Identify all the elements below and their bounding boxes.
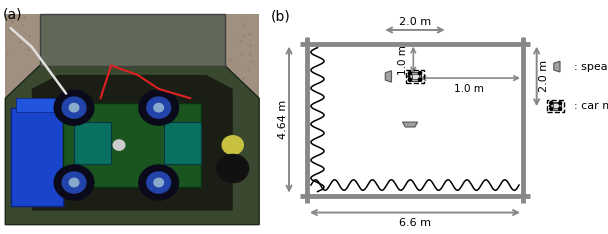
Circle shape bbox=[154, 178, 164, 187]
Circle shape bbox=[147, 172, 171, 193]
Circle shape bbox=[418, 78, 421, 81]
Circle shape bbox=[62, 172, 86, 193]
Text: 2.0 m: 2.0 m bbox=[399, 17, 431, 27]
Text: : car model: : car model bbox=[573, 101, 608, 111]
Circle shape bbox=[550, 102, 553, 104]
Polygon shape bbox=[554, 61, 560, 72]
Polygon shape bbox=[402, 122, 418, 127]
Circle shape bbox=[139, 165, 179, 200]
Bar bbox=[74, 122, 111, 164]
Circle shape bbox=[418, 72, 421, 75]
Bar bbox=[547, 100, 564, 112]
Bar bbox=[409, 72, 421, 80]
Bar bbox=[164, 122, 201, 164]
Circle shape bbox=[409, 72, 412, 75]
Circle shape bbox=[549, 105, 551, 107]
Bar bbox=[553, 103, 559, 108]
Bar bbox=[63, 103, 201, 187]
Text: 1.0 m: 1.0 m bbox=[398, 45, 408, 75]
Text: (b): (b) bbox=[271, 9, 291, 23]
Circle shape bbox=[69, 103, 79, 112]
Circle shape bbox=[147, 97, 171, 118]
Text: 2.0 m: 2.0 m bbox=[539, 60, 549, 92]
Circle shape bbox=[154, 103, 164, 112]
Text: : speaker: : speaker bbox=[573, 62, 608, 72]
Circle shape bbox=[54, 165, 94, 200]
Circle shape bbox=[559, 107, 562, 110]
Circle shape bbox=[62, 97, 86, 118]
Circle shape bbox=[222, 136, 243, 154]
Polygon shape bbox=[385, 71, 392, 82]
Circle shape bbox=[407, 75, 410, 78]
Circle shape bbox=[113, 140, 125, 150]
Circle shape bbox=[559, 102, 562, 104]
Circle shape bbox=[139, 90, 179, 125]
Circle shape bbox=[409, 78, 412, 81]
Text: 1.0 m: 1.0 m bbox=[454, 84, 484, 94]
Bar bbox=[16, 98, 58, 112]
Circle shape bbox=[550, 107, 553, 110]
Circle shape bbox=[217, 154, 249, 183]
Bar bbox=[40, 14, 225, 66]
Circle shape bbox=[69, 178, 79, 187]
Bar bbox=[550, 102, 561, 110]
Bar bbox=[412, 74, 419, 79]
Text: 4.64 m: 4.64 m bbox=[278, 100, 288, 139]
Bar bbox=[406, 70, 424, 83]
Text: (a): (a) bbox=[2, 7, 22, 21]
Polygon shape bbox=[5, 66, 259, 225]
Bar bbox=[10, 108, 63, 206]
Text: 6.6 m: 6.6 m bbox=[399, 218, 431, 228]
Polygon shape bbox=[32, 75, 233, 211]
Circle shape bbox=[54, 90, 94, 125]
